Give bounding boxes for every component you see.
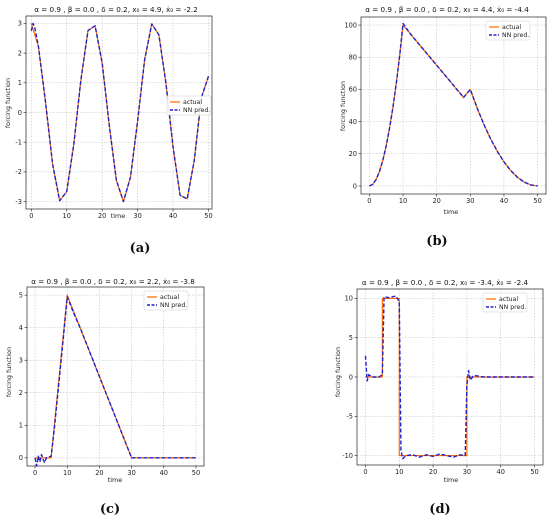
panel-c: α = 0.9 , β = 0.0 , δ = 0.2, x₀ = 2.2, ẋ… [5, 277, 205, 517]
x-tick-label: 0 [33, 469, 37, 477]
y-tick-label: 2 [19, 389, 23, 397]
y-tick-label: 3 [18, 20, 22, 28]
panel-d-ylabel: forcing function [334, 347, 342, 397]
legend-pred-label: NN pred. [183, 107, 210, 114]
series-nn-pred-line [369, 22, 538, 187]
legend-actual-label: actual [160, 294, 179, 301]
panel-b-xlabel: time [444, 208, 459, 216]
x-tick-label: 20 [432, 197, 440, 205]
legend-pred-label: NN pred. [499, 304, 526, 311]
plot-frame [356, 288, 544, 466]
panel-a-ylabel: forcing function [4, 78, 12, 128]
x-tick-label: 40 [169, 212, 177, 220]
y-tick-label: 5 [19, 291, 23, 299]
y-tick-label: -5 [346, 413, 353, 421]
x-tick-label: 10 [395, 468, 403, 476]
panel-b-caption: (b) [426, 234, 447, 249]
legend-pred-label: NN pred. [160, 302, 187, 309]
x-tick-label: 10 [399, 197, 407, 205]
panel-a-caption: (a) [130, 241, 151, 256]
y-tick-label: 20 [349, 150, 357, 158]
panel-a: α = 0.9 , β = 0.0 , δ = 0.2, x₀ = 4.9, ẋ… [4, 5, 213, 256]
x-tick-label: 10 [63, 469, 71, 477]
y-tick-label: 1 [19, 422, 23, 430]
legend-box [482, 292, 528, 313]
y-tick-label: 0 [349, 373, 353, 381]
plot-frame [360, 16, 547, 195]
y-tick-label: 5 [349, 334, 353, 342]
x-tick-label: 50 [533, 197, 541, 205]
x-tick-label: 20 [429, 468, 437, 476]
panel-b: α = 0.9 , β = 0.0 , δ = 0.2, x₀ = 4.4, ẋ… [339, 5, 547, 249]
y-tick-label: 2 [18, 49, 22, 57]
panel-c-ylabel: forcing function [5, 347, 13, 397]
panel-c-title: α = 0.9 , β = 0.0 , δ = 0.2, x₀ = 2.2, ẋ… [31, 277, 195, 286]
legend-box [485, 20, 531, 41]
panel-a-title: α = 0.9 , β = 0.0 , δ = 0.2, x₀ = 4.9, ẋ… [34, 5, 198, 14]
x-tick-label: 20 [98, 212, 106, 220]
y-tick-label: 0 [19, 454, 23, 462]
x-tick-label: 10 [63, 212, 71, 220]
x-tick-label: 0 [367, 197, 371, 205]
y-tick-label: 40 [349, 118, 357, 126]
y-tick-label: 3 [19, 357, 23, 365]
x-tick-label: 30 [127, 469, 135, 477]
legend-pred-label: NN pred. [502, 32, 529, 39]
x-tick-label: 20 [95, 469, 103, 477]
y-tick-label: 4 [19, 324, 23, 332]
legend-actual-label: actual [183, 99, 202, 106]
panel-d-xlabel: time [444, 476, 459, 484]
legend-box [143, 290, 189, 311]
y-tick-label: 0 [18, 109, 22, 117]
y-tick-label: 100 [344, 21, 357, 29]
legend-box [166, 95, 212, 116]
series-nn-pred-line [34, 296, 196, 467]
x-tick-label: 50 [204, 212, 212, 220]
y-tick-label: 0 [353, 182, 357, 190]
x-tick-label: 40 [497, 468, 505, 476]
series-nn-pred-line [30, 22, 210, 203]
y-tick-label: -10 [342, 452, 353, 460]
panel-a-xlabel: time [111, 212, 126, 220]
panel-c-caption: (c) [100, 502, 120, 517]
y-tick-label: 1 [18, 79, 22, 87]
plot-frame [26, 286, 205, 467]
series-actual-line [35, 294, 196, 459]
panel-d: α = 0.9 , β = 0.0 , δ = 0.2, x₀ = -3.4, … [334, 278, 544, 517]
x-tick-label: 50 [530, 468, 538, 476]
y-tick-label: 60 [349, 86, 357, 94]
legend-actual-label: actual [502, 24, 521, 31]
y-tick-label: -1 [15, 138, 22, 146]
x-tick-label: 0 [29, 212, 33, 220]
panel-c-xlabel: time [108, 476, 123, 484]
y-tick-label: 10 [345, 295, 353, 303]
panel-b-title: α = 0.9 , β = 0.0 , δ = 0.2, x₀ = 4.4, ẋ… [365, 5, 529, 14]
x-tick-label: 50 [192, 469, 200, 477]
x-tick-label: 30 [463, 468, 471, 476]
y-tick-label: -2 [15, 168, 22, 176]
panel-d-title: α = 0.9 , β = 0.0 , δ = 0.2, x₀ = -3.4, … [362, 278, 529, 287]
y-tick-label: -3 [15, 198, 22, 206]
x-tick-label: 30 [133, 212, 141, 220]
panel-d-caption: (d) [429, 502, 450, 517]
panel-b-ylabel: forcing function [339, 81, 347, 131]
x-tick-label: 30 [466, 197, 474, 205]
series-nn-pred-line [364, 295, 535, 460]
legend-actual-label: actual [499, 296, 518, 303]
y-tick-label: 80 [349, 54, 357, 62]
x-tick-label: 40 [160, 469, 168, 477]
x-tick-label: 0 [363, 468, 367, 476]
series-actual-line [369, 24, 538, 187]
x-tick-label: 40 [500, 197, 508, 205]
plot-frame [25, 15, 213, 210]
